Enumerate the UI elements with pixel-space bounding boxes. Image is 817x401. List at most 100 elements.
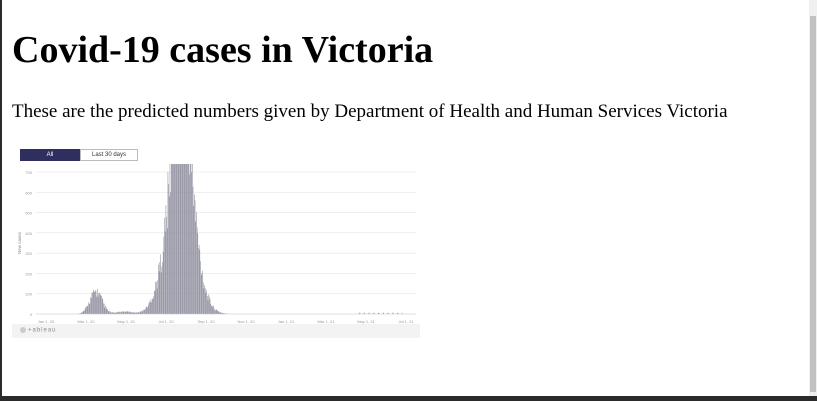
page-viewport: Covid-19 cases in Victoria These are the…: [2, 0, 809, 396]
chart-bar: [401, 312, 403, 314]
chart-bar: [116, 312, 117, 314]
chart-bar: [132, 312, 133, 314]
chart-bar: [198, 244, 200, 314]
chart-bar: [208, 294, 209, 314]
chart-bar: [167, 171, 169, 314]
chart-bar: [138, 312, 140, 314]
chart-bar: [102, 299, 104, 314]
chart-bar: [373, 312, 374, 314]
chart-bar: [166, 216, 167, 314]
chart-bar: [170, 192, 171, 314]
chart-bar: [210, 303, 211, 314]
chart-bar: [373, 312, 375, 314]
chart-bar: [81, 312, 83, 314]
chart-bar: [148, 303, 150, 314]
chart-bar: [206, 290, 207, 314]
chart-bar: [105, 305, 106, 314]
vertical-scrollbar[interactable]: [809, 0, 817, 396]
scroll-thumb[interactable]: [810, 16, 816, 392]
chart-bar: [217, 310, 218, 314]
chart-bar: [175, 164, 176, 314]
chart-bar: [219, 312, 220, 314]
chart-bar: [88, 302, 89, 314]
chart-bar: [218, 311, 220, 314]
chart-bar: [221, 312, 222, 314]
chart-bar: [91, 292, 93, 314]
chart-bar: [84, 310, 85, 314]
chart-bar: [392, 312, 394, 314]
chart-bar: [116, 311, 118, 314]
chart-bar: [124, 311, 125, 314]
chart-bar: [166, 228, 168, 314]
chart-bar: [135, 312, 137, 314]
x-tick-label: Mar 1, 20: [78, 319, 96, 324]
chart-bar: [144, 310, 146, 314]
chart-bar: [183, 164, 185, 314]
chart-bar: [96, 296, 97, 314]
chart-bar: [145, 308, 146, 314]
chart-bar: [155, 281, 157, 314]
y-tick-label: 300: [25, 251, 32, 256]
chart-bar: [173, 164, 175, 314]
chart-bar: [174, 164, 176, 314]
chart-bar: [150, 299, 152, 314]
chart-bar: [163, 236, 165, 314]
chart-bar: [378, 312, 379, 314]
chart-bar: [121, 311, 123, 314]
tab-all[interactable]: All: [20, 149, 80, 161]
chart-bar: [181, 164, 183, 314]
chart-bar: [217, 311, 219, 314]
chart-bar: [213, 308, 215, 314]
chart-bar: [82, 311, 84, 314]
chart-bar: [359, 312, 361, 314]
chart-bar: [179, 164, 181, 315]
chart-bar: [86, 305, 88, 314]
chart-bar: [179, 164, 180, 314]
chart-bar: [160, 254, 161, 314]
tableau-logo-text: +ableau: [28, 327, 57, 334]
chart-bar: [128, 312, 129, 314]
chart-bar: [137, 312, 138, 314]
chart-bar: [112, 312, 113, 314]
chart-bar: [223, 313, 224, 314]
chart-bar: [100, 295, 102, 314]
chart-bar: [183, 164, 184, 314]
chart-bar: [188, 164, 189, 314]
chart-bar: [211, 305, 213, 314]
chart-bar: [107, 309, 108, 314]
chart-bar: [126, 311, 127, 314]
chart-bar: [219, 312, 221, 314]
tableau-logo-icon: [20, 327, 26, 333]
chart-bar: [154, 290, 156, 314]
chart-bar: [212, 306, 214, 314]
chart-bar: [152, 298, 153, 314]
cases-chart: 700 600 500 400 300 200 100 0 New cases Jan 1, 20…: [17, 164, 416, 324]
chart-bar: [369, 312, 370, 314]
chart-bar: [200, 274, 202, 314]
chart-bar: [157, 280, 159, 314]
window-bottom-edge: [0, 396, 817, 401]
tableau-embed[interactable]: All Last 30 days 700 600 500 400 300 200 100 0 N…: [12, 144, 420, 338]
chart-bar: [196, 227, 198, 314]
chart-bar: [146, 307, 148, 314]
tab-last-30-days[interactable]: Last 30 days: [80, 149, 138, 161]
chart-bar: [192, 186, 194, 314]
chart-bar: [363, 312, 365, 314]
chart-bar: [194, 194, 195, 314]
chart-bar: [80, 313, 81, 314]
intro-text: These are the predicted numbers given by…: [12, 101, 728, 122]
chart-bar: [214, 309, 216, 314]
chart-bar: [189, 174, 190, 314]
chart-bar: [203, 288, 205, 314]
tableau-logo: +ableau: [20, 327, 57, 334]
chart-bar: [171, 164, 173, 314]
chart-bar: [97, 288, 98, 314]
chart-bar: [207, 300, 209, 314]
chart-bar: [130, 312, 131, 314]
chart-bar: [133, 311, 135, 314]
chart-bar: [143, 309, 145, 314]
chart-bar: [382, 312, 384, 314]
chart-bar: [215, 309, 217, 314]
y-tick-label: 700: [25, 170, 32, 175]
chart-bar: [182, 164, 184, 314]
